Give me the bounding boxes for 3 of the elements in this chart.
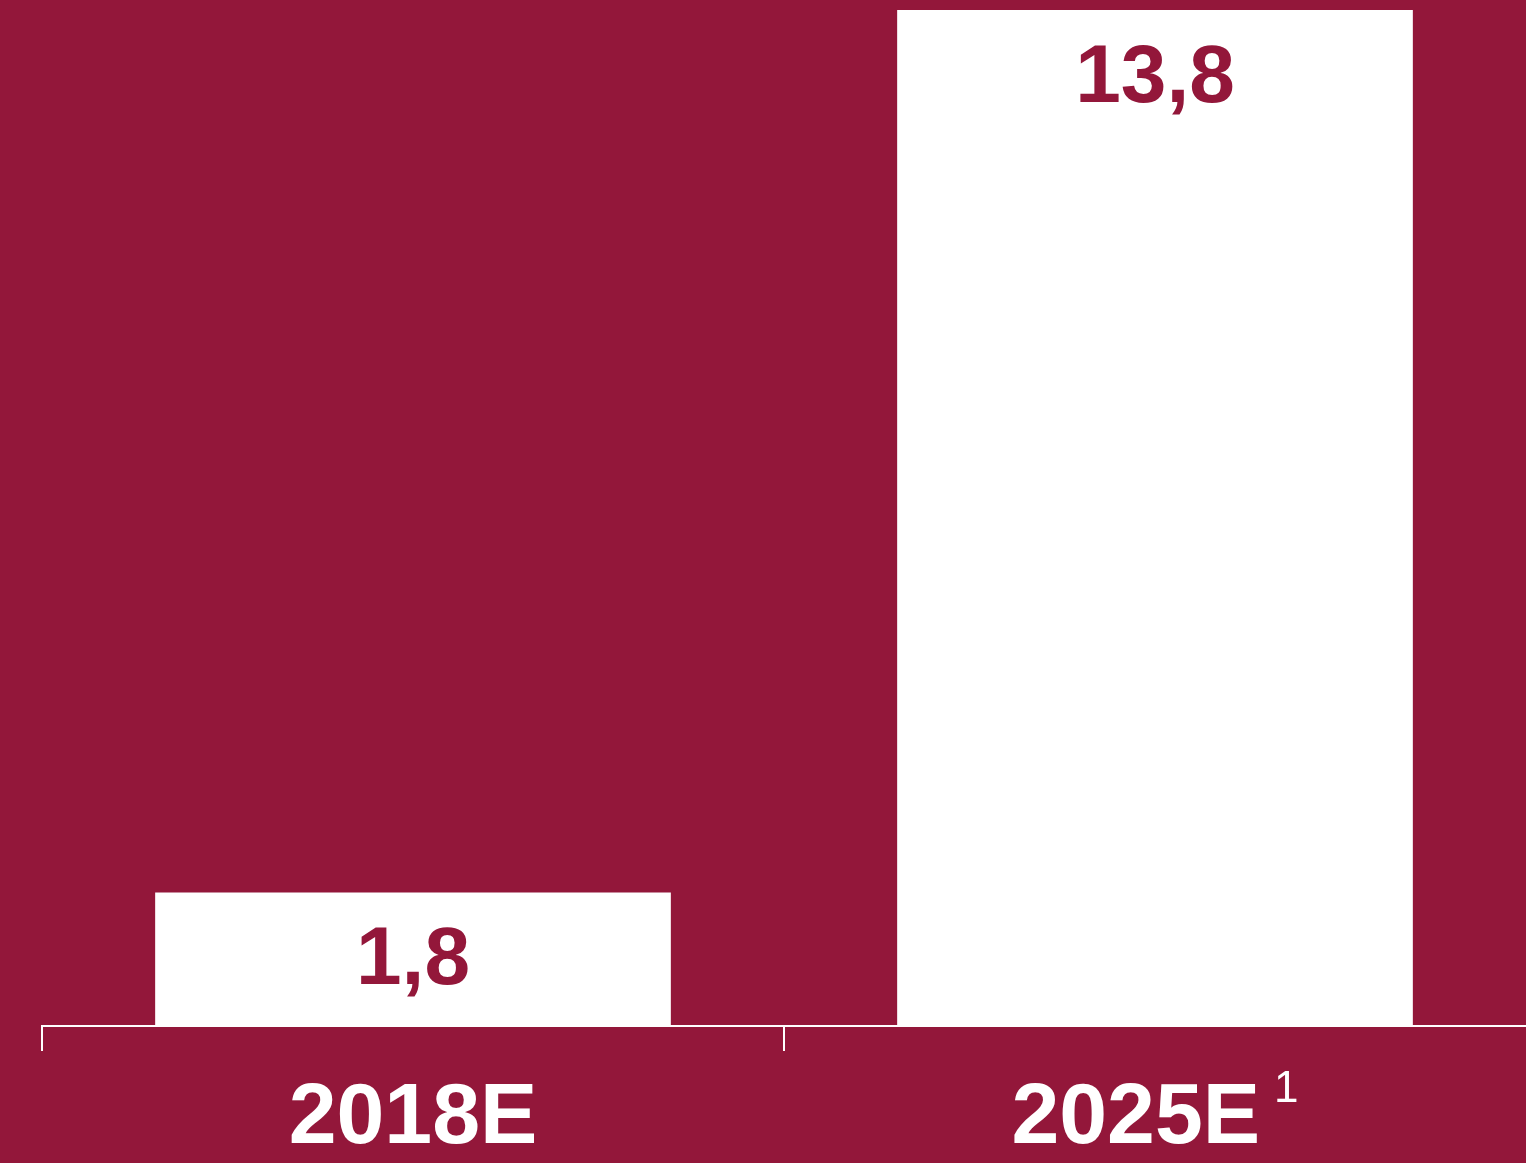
data-label: 13,8 bbox=[1075, 27, 1235, 119]
x-tick-label: 2018E bbox=[288, 1065, 538, 1161]
data-label: 1,8 bbox=[356, 910, 470, 1002]
